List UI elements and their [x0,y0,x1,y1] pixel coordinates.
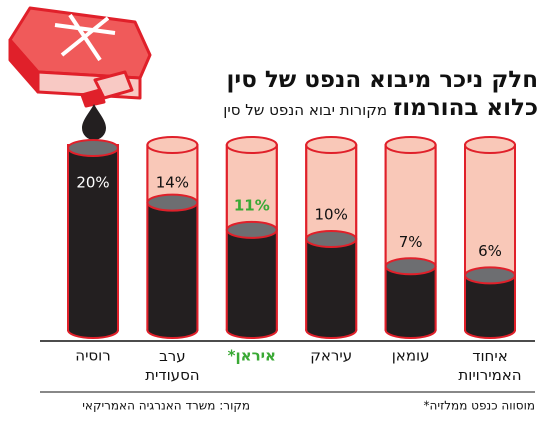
liquid [226,229,277,330]
cylinder-top [146,136,199,154]
liquid-surface [67,139,119,157]
liquid [68,148,118,330]
category-line: האמירויות [458,366,521,384]
category-label: ערב הסעודית [145,347,199,384]
jerry-can [8,6,152,108]
footnote: *מוסווה כנפט ממלזיה [424,399,535,413]
liquid [306,239,357,330]
category-label: איחוד האמירויות [458,347,521,384]
liquid-surface [305,230,358,248]
value-label: 7% [399,233,423,251]
liquid-surface [225,220,278,239]
category-label: עיראק [310,347,352,365]
cylinder-top [305,136,358,154]
liquid [147,202,198,330]
chart-subtitle: מקורות יבוא הנפט של סין [223,101,388,119]
oil-drop [82,104,106,140]
liquid-surface [146,193,199,212]
value-label: 6% [478,242,502,260]
chart-title: חלק ניכר מיבוא הנפט של סין [226,67,538,93]
category-line: איחוד [472,347,507,365]
category-label: עומאן [392,347,430,365]
liquid-surface [384,257,437,276]
value-label: 10% [315,206,348,224]
liquid [385,266,436,330]
category-label: רוסיה [75,347,110,365]
value-label: 20% [76,174,109,192]
category-line: ערב [159,347,186,365]
value-label: 14% [156,174,189,192]
value-label: 11% [234,196,270,214]
liquid-surface [464,266,516,285]
category-line: הסעודית [145,366,199,384]
liquid [465,275,515,330]
cylinder-top [384,136,437,154]
category-label: איראן* [228,347,276,365]
cylinder-top [464,136,516,154]
title-block: חלק ניכר מיבוא הנפט של סין כלוא בהורמוז מ… [223,66,538,124]
title-line-2: כלוא בהורמוז מקורות יבוא הנפט של סין [223,94,538,124]
chart-title-2: כלוא בהורמוז [393,95,538,121]
source: מקור: משרד האנרגיה האמריקאי [82,399,250,413]
cylinder-top [225,136,278,154]
